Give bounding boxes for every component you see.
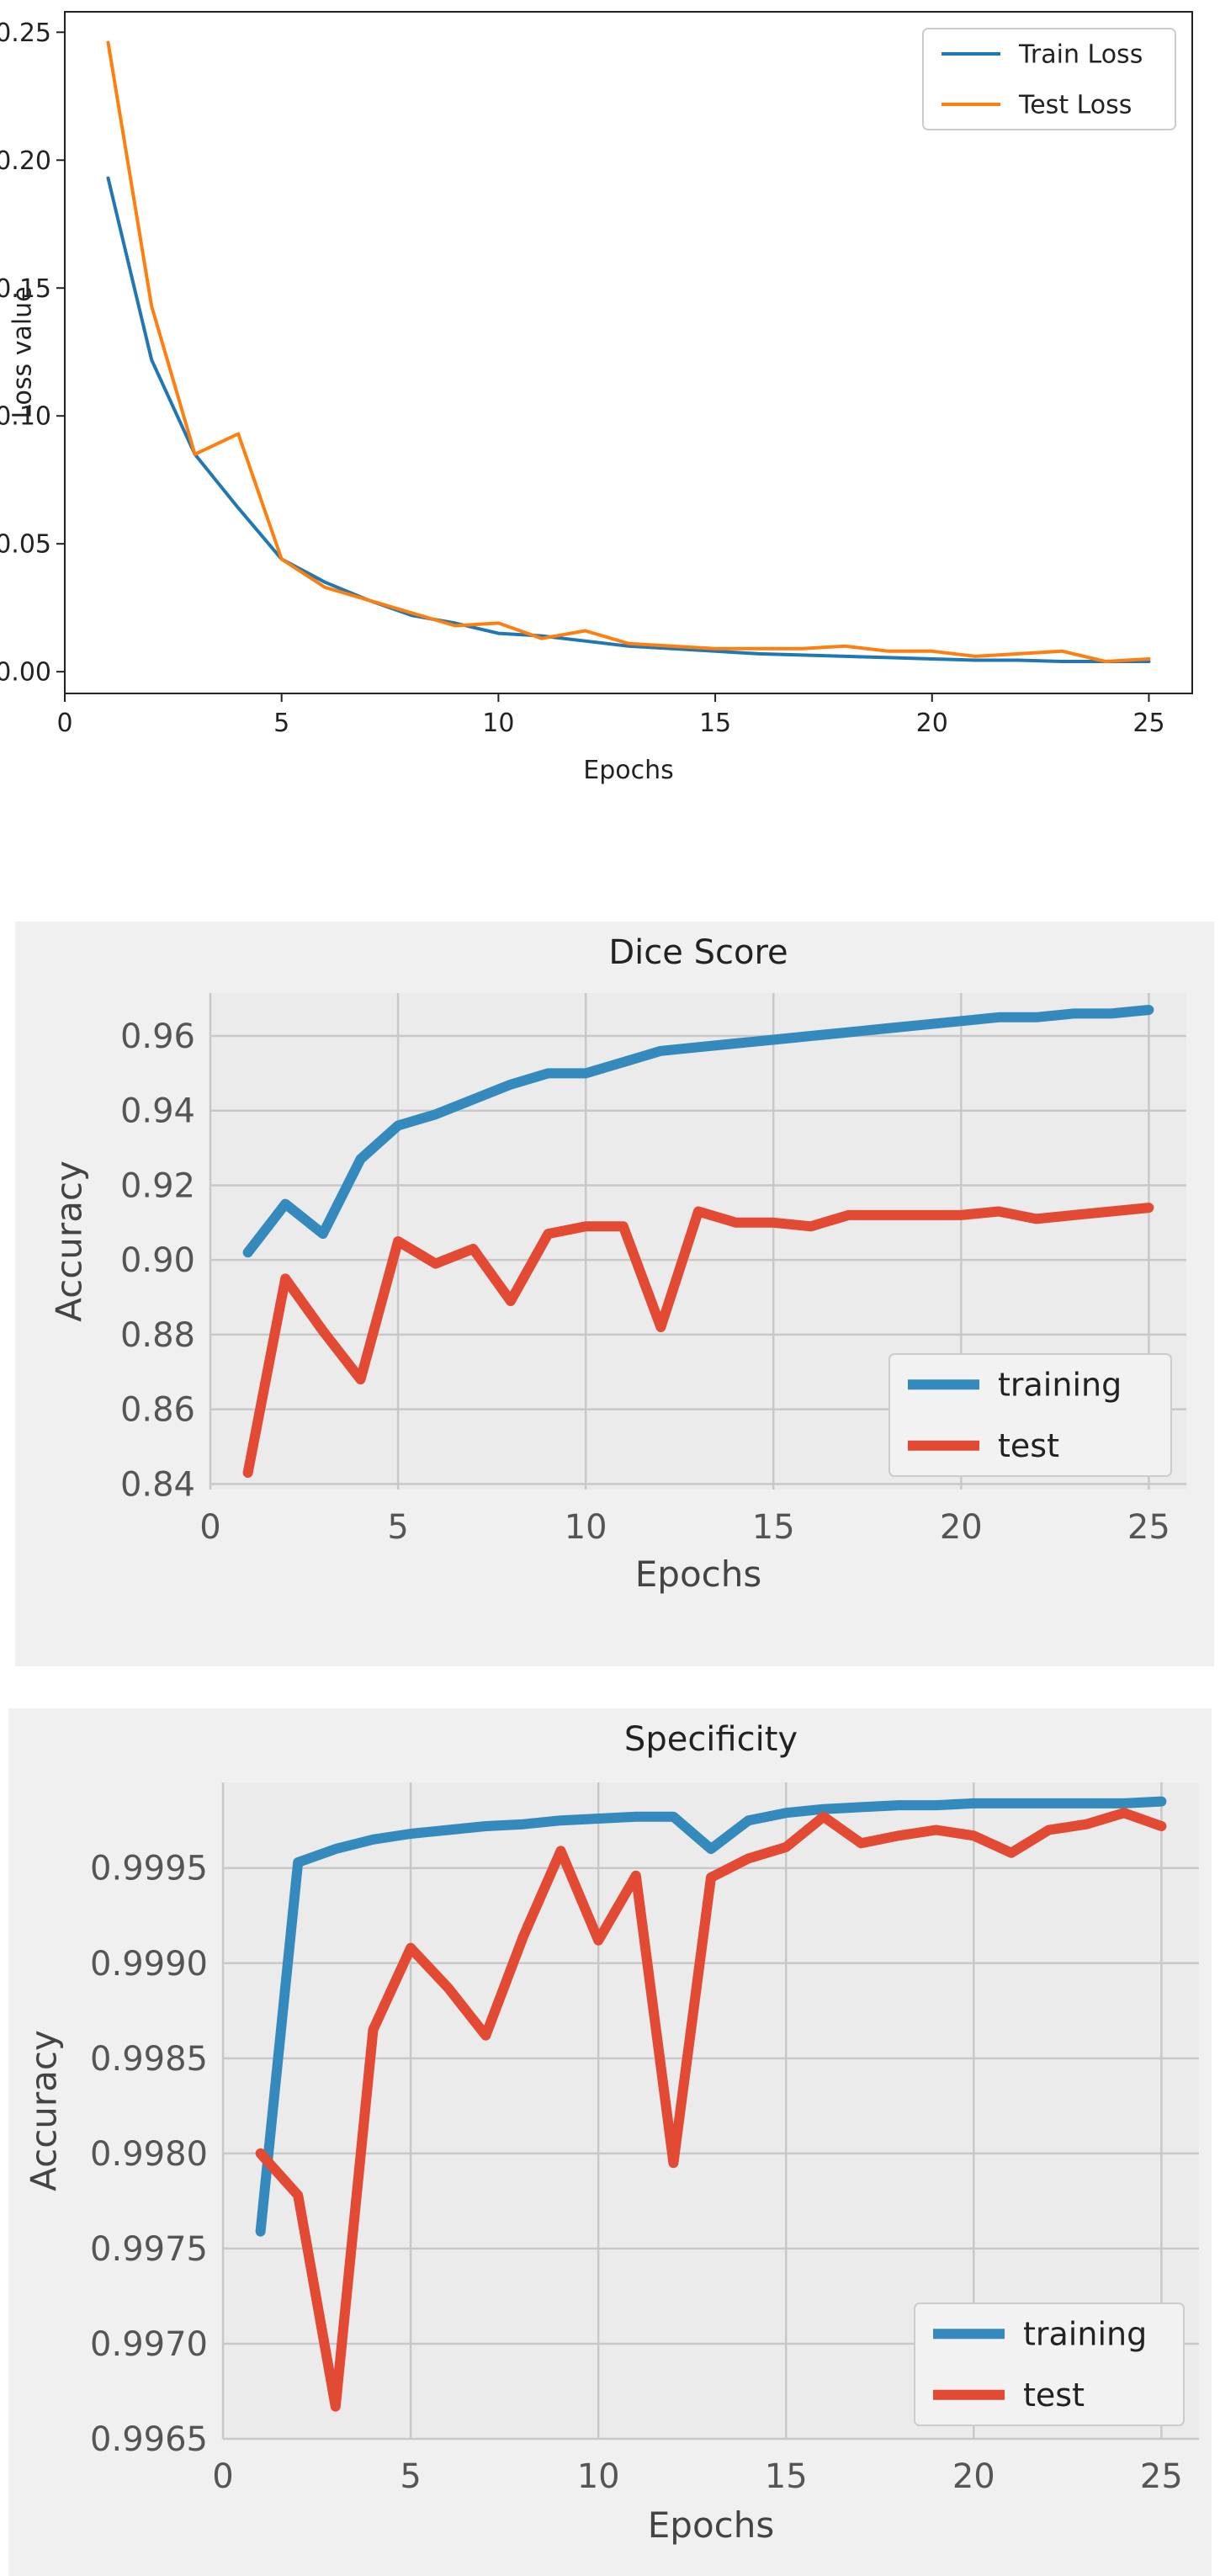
loss-x-axis-label: Epochs (583, 756, 674, 785)
dice-score-chart-svg: 0 5 10 15 20 25 0.84 0.86 0.88 0.90 0.92 0.94 0.96 Di… (15, 922, 1214, 1666)
specificity-chart-title: Specificity (624, 1720, 798, 1759)
specificity-legend-label: training (1023, 2316, 1147, 2353)
dice-x-tick-label: 0 (199, 1508, 220, 1547)
loss-x-tick-label: 5 (273, 709, 289, 738)
loss-y-tick-label: 0.00 (0, 658, 51, 688)
specificity-y-tick-label: 0.9985 (90, 2040, 208, 2079)
loss-series-line-train-loss (106, 176, 1151, 663)
specificity-series-line-test (255, 1808, 1167, 2412)
loss-chart: 0 5 10 15 20 25 0.00 0.05 0.10 0.15 0.20 0.25 Epochs… (0, 0, 1220, 808)
dice-y-tick-label: 0.86 (120, 1391, 195, 1430)
dice-legend-label: test (998, 1427, 1059, 1464)
loss-legend-label: Test Loss (1018, 91, 1132, 120)
dice-y-tick-label: 0.84 (120, 1465, 195, 1504)
dice-y-tick-label: 0.94 (120, 1092, 195, 1131)
dice-x-tick-label: 15 (752, 1508, 795, 1547)
loss-y-tick-label: 0.05 (0, 530, 51, 560)
specificity-x-tick-label: 20 (952, 2457, 995, 2496)
dice-y-tick-label: 0.90 (120, 1241, 195, 1280)
specificity-y-tick-label: 0.9970 (90, 2325, 208, 2364)
dice-x-tick-label: 25 (1127, 1508, 1170, 1547)
loss-x-tick-label: 10 (482, 709, 514, 738)
dice-x-tick-label: 5 (387, 1508, 408, 1547)
specificity-y-tick-label: 0.9965 (90, 2420, 208, 2459)
loss-x-tick-label: 20 (916, 709, 948, 738)
dice-x-axis-label: Epochs (635, 1554, 762, 1595)
loss-x-tick-label: 0 (56, 709, 72, 738)
specificity-y-tick-label: 0.9980 (90, 2135, 208, 2174)
specificity-legend-label: test (1023, 2377, 1085, 2414)
loss-y-tick-label: 0.20 (0, 146, 51, 176)
specificity-x-tick-label: 5 (400, 2457, 421, 2496)
loss-y-axis-label: Loss value (8, 286, 38, 418)
loss-y-tick-label: 0.10 (0, 402, 51, 432)
dice-y-axis-label: Accuracy (49, 1161, 90, 1322)
dice-chart-title: Dice Score (608, 933, 788, 972)
dice-x-tick-label: 20 (940, 1508, 983, 1547)
dice-x-tick-label: 10 (565, 1508, 607, 1547)
specificity-x-tick-label: 25 (1140, 2457, 1183, 2496)
specificity-y-tick-label: 0.9995 (90, 1850, 208, 1888)
specificity-x-axis-label: Epochs (648, 2504, 775, 2546)
loss-legend-label: Train Loss (1018, 40, 1143, 70)
specificity-chart: 0 5 10 15 20 25 0.9965 0.9970 0.9975 0.9980 0.9985… (0, 1700, 1220, 2576)
loss-x-tick-label: 15 (699, 709, 731, 738)
specificity-y-tick-label: 0.9975 (90, 2230, 208, 2269)
loss-x-tick-label: 25 (1132, 709, 1164, 738)
specificity-x-tick-label: 10 (577, 2457, 620, 2496)
specificity-y-tick-label: 0.9990 (90, 1945, 208, 1984)
dice-y-tick-label: 0.96 (120, 1017, 195, 1056)
dice-y-tick-label: 0.88 (120, 1316, 195, 1355)
dice-series-line-training (242, 1005, 1154, 1258)
dice-y-tick-label: 0.92 (120, 1166, 195, 1205)
loss-series-line-test-loss (106, 40, 1151, 663)
specificity-x-tick-label: 15 (765, 2457, 808, 2496)
dice-series-line-test (242, 1203, 1154, 1478)
specificity-series-line-training (255, 1796, 1167, 2237)
specificity-y-axis-label: Accuracy (24, 2030, 65, 2191)
loss-chart-svg: 0 5 10 15 20 25 0.00 0.05 0.10 0.15 0.20 0.25 Epochs… (0, 11, 1193, 785)
loss-axes-frame (64, 11, 1193, 694)
specificity-chart-svg: 0 5 10 15 20 25 0.9965 0.9970 0.9975 0.9980 0.9985… (8, 1708, 1212, 2576)
dice-score-chart: 0 5 10 15 20 25 0.84 0.86 0.88 0.90 0.92 0.94 0.96 Di… (0, 888, 1220, 1670)
dice-legend-label: training (998, 1367, 1122, 1404)
specificity-x-tick-label: 0 (212, 2457, 233, 2496)
loss-y-tick-label: 0.25 (0, 19, 51, 48)
loss-y-tick-label: 0.15 (0, 274, 51, 304)
